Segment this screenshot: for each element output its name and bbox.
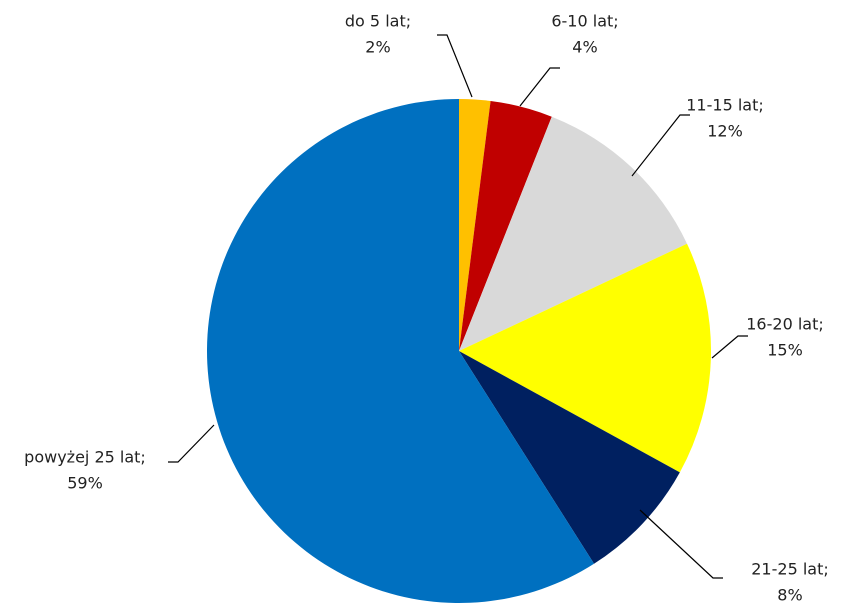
data-label-value: 15%: [767, 341, 803, 360]
leader-line: [711, 335, 748, 359]
data-label-category: 11-15 lat;: [686, 96, 764, 115]
pie-slice: [459, 243, 711, 473]
pie-slice: [459, 116, 688, 352]
data-label-value: 59%: [67, 474, 103, 493]
leader-line: [519, 67, 560, 107]
data-label-value: 2%: [365, 38, 390, 57]
data-label-value: 4%: [572, 38, 597, 57]
data-label-category: 21-25 lat;: [751, 560, 829, 579]
data-label-category: 16-20 lat;: [746, 315, 824, 334]
pie-slice: [459, 100, 552, 352]
leader-line: [437, 34, 473, 98]
leader-line: [631, 114, 690, 177]
data-label-value: 8%: [777, 586, 802, 605]
data-label-value: 12%: [707, 122, 743, 141]
pie-slice: [459, 351, 680, 564]
data-label-category: 6-10 lat;: [551, 12, 618, 31]
data-label-category: powyżej 25 lat;: [24, 448, 146, 467]
pie-slice: [459, 99, 491, 351]
leader-line: [639, 509, 723, 579]
data-label-category: do 5 lat;: [345, 12, 411, 31]
leader-line: [168, 424, 215, 463]
pie-slice: [207, 98, 595, 604]
